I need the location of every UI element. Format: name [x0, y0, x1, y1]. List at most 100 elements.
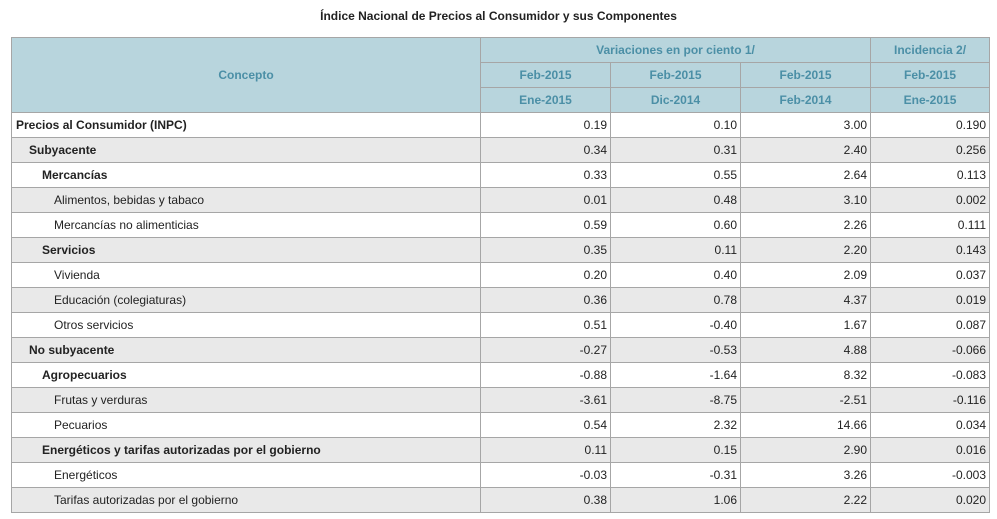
row-value: -0.27 [480, 337, 611, 363]
row-value: 1.67 [739, 312, 872, 338]
row-value: 0.034 [870, 412, 991, 438]
row-value: 0.33 [480, 162, 611, 188]
table-row: Frutas y verduras -3.61 -8.75 -2.51 -0.116 [11, 387, 991, 413]
row-label: Pecuarios [11, 412, 481, 438]
row-value: 0.20 [480, 262, 611, 288]
inpc-table: Concepto Variaciones en por ciento 1/ In… [11, 37, 991, 513]
row-value: 2.22 [739, 487, 872, 513]
row-value: 4.37 [739, 287, 872, 313]
row-value: 2.64 [739, 162, 872, 188]
table-row: Servicios 0.35 0.11 2.20 0.143 [11, 237, 991, 263]
row-label: Alimentos, bebidas y tabaco [11, 187, 481, 213]
table-row: Energéticos y tarifas autorizadas por el… [11, 437, 991, 463]
row-value: -1.64 [610, 362, 741, 388]
header-period-bottom: Ene-2015 [870, 87, 991, 113]
row-value: -0.083 [870, 362, 991, 388]
row-value: 0.36 [480, 287, 611, 313]
row-value: -0.066 [870, 337, 991, 363]
header-period-bottom: Feb-2014 [739, 87, 872, 113]
row-value: 0.60 [610, 212, 741, 238]
header-period-top: Feb-2015 [870, 62, 991, 88]
row-value: -3.61 [480, 387, 611, 413]
header-incidencia: Incidencia 2/ [870, 37, 991, 63]
row-value: 2.32 [610, 412, 741, 438]
row-value: -0.03 [480, 462, 611, 488]
row-label: Precios al Consumidor (INPC) [11, 112, 481, 138]
row-value: 0.020 [870, 487, 991, 513]
row-label: Mercancías no alimenticias [11, 212, 481, 238]
table-row: Educación (colegiaturas) 0.36 0.78 4.37 0.01… [11, 287, 991, 313]
row-label: Servicios [11, 237, 481, 263]
row-value: -0.31 [610, 462, 741, 488]
table-row: No subyacente -0.27 -0.53 4.88 -0.066 [11, 337, 991, 363]
table-row: Otros servicios 0.51 -0.40 1.67 0.087 [11, 312, 991, 338]
row-value: 0.48 [610, 187, 741, 213]
row-value: 2.40 [739, 137, 872, 163]
row-value: 2.20 [739, 237, 872, 263]
row-value: -0.40 [610, 312, 741, 338]
row-value: 0.55 [610, 162, 741, 188]
table-row: Mercancías 0.33 0.55 2.64 0.113 [11, 162, 991, 188]
row-value: 0.11 [480, 437, 611, 463]
row-value: 0.40 [610, 262, 741, 288]
header-period-top: Feb-2015 [610, 62, 741, 88]
header-concept: Concepto [11, 37, 481, 113]
row-label: Agropecuarios [11, 362, 481, 388]
table-row: Subyacente 0.34 0.31 2.40 0.256 [11, 137, 991, 163]
table-row: Tarifas autorizadas por el gobierno 0.38 1… [11, 487, 991, 513]
row-value: 0.31 [610, 137, 741, 163]
row-value: 0.59 [480, 212, 611, 238]
row-label: Energéticos y tarifas autorizadas por el… [11, 437, 481, 463]
header-period-top: Feb-2015 [480, 62, 611, 88]
row-value: -0.53 [610, 337, 741, 363]
table-row: Vivienda 0.20 0.40 2.09 0.037 [11, 262, 991, 288]
row-value: 3.10 [739, 187, 872, 213]
row-label: No subyacente [11, 337, 481, 363]
header-variaciones: Variaciones en por ciento 1/ [479, 37, 872, 63]
row-value: -2.51 [739, 387, 872, 413]
row-value: 0.113 [870, 162, 991, 188]
header-period-bottom: Ene-2015 [480, 87, 611, 113]
table-row: Mercancías no alimenticias 0.59 0.60 2.26 0.… [11, 212, 991, 238]
row-value: 0.11 [610, 237, 741, 263]
table-header: Concepto Variaciones en por ciento 1/ In… [11, 37, 991, 113]
table-row: Pecuarios 0.54 2.32 14.66 0.034 [11, 412, 991, 438]
row-value: 0.15 [610, 437, 741, 463]
row-value: 0.019 [870, 287, 991, 313]
row-value: -0.88 [480, 362, 611, 388]
row-value: -0.116 [870, 387, 991, 413]
table-row: Agropecuarios -0.88 -1.64 8.32 -0.083 [11, 362, 991, 388]
row-value: 0.002 [870, 187, 991, 213]
row-value: 0.037 [870, 262, 991, 288]
row-label: Educación (colegiaturas) [11, 287, 481, 313]
row-value: 0.54 [480, 412, 611, 438]
row-value: 0.38 [480, 487, 611, 513]
row-value: 0.19 [480, 112, 611, 138]
row-value: -8.75 [610, 387, 741, 413]
row-value: 0.087 [870, 312, 991, 338]
row-value: 0.34 [480, 137, 611, 163]
row-value: 0.190 [870, 112, 991, 138]
row-value: 0.51 [480, 312, 611, 338]
row-label: Tarifas autorizadas por el gobierno [11, 487, 481, 513]
row-value: 0.78 [610, 287, 741, 313]
row-value: 2.26 [739, 212, 872, 238]
page-title: Índice Nacional de Precios al Consumidor… [320, 9, 677, 23]
row-value: 0.10 [610, 112, 741, 138]
table-row: Precios al Consumidor (INPC) 0.19 0.10 3.00… [11, 112, 991, 138]
row-value: 0.143 [870, 237, 991, 263]
row-label: Energéticos [11, 462, 481, 488]
table-row: Energéticos -0.03 -0.31 3.26 -0.003 [11, 462, 991, 488]
row-label: Subyacente [11, 137, 481, 163]
row-value: 4.88 [739, 337, 872, 363]
header-period-top: Feb-2015 [739, 62, 872, 88]
row-value: 3.00 [739, 112, 872, 138]
row-value: 0.01 [480, 187, 611, 213]
row-value: 1.06 [610, 487, 741, 513]
row-value: 0.256 [870, 137, 991, 163]
table-row: Alimentos, bebidas y tabaco 0.01 0.48 3.10 0… [11, 187, 991, 213]
table-body: Precios al Consumidor (INPC) 0.19 0.10 3.00… [11, 112, 991, 513]
row-value: -0.003 [870, 462, 991, 488]
row-value: 2.09 [739, 262, 872, 288]
row-value: 0.35 [480, 237, 611, 263]
